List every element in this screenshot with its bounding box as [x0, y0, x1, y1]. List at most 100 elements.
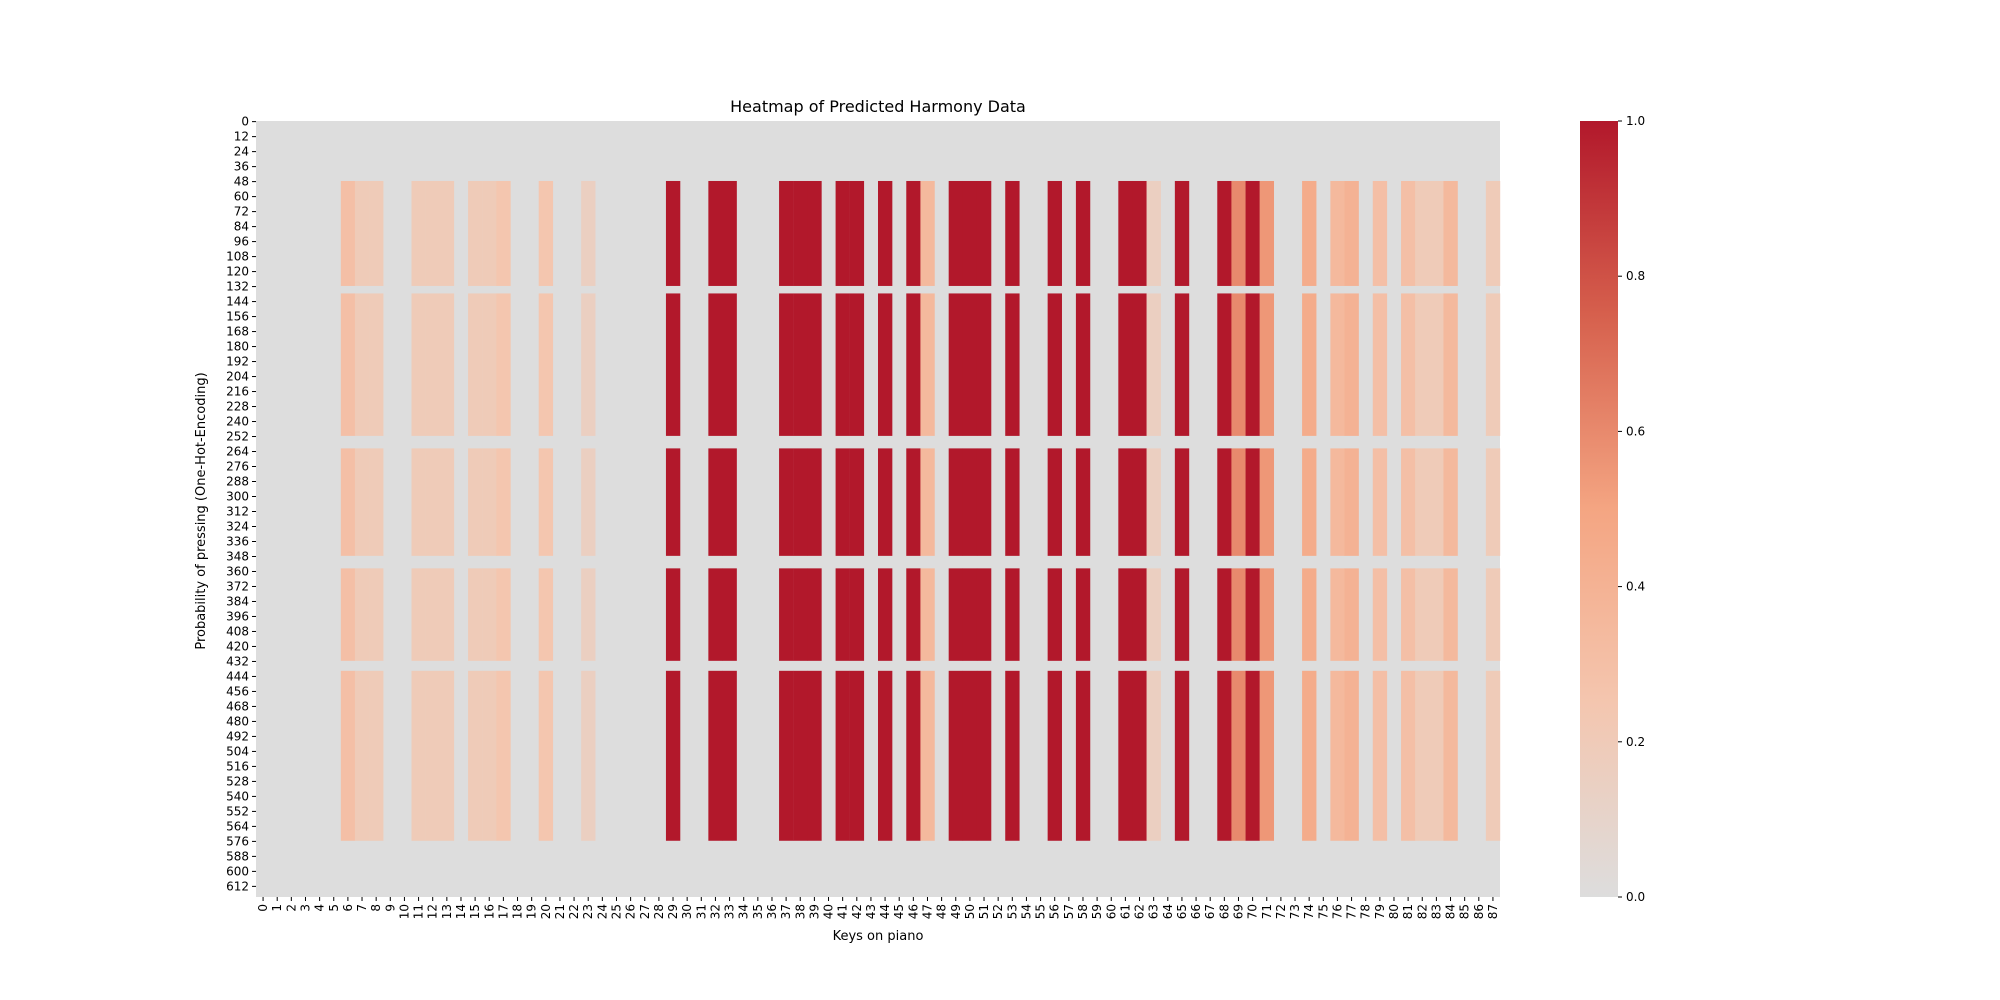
- heatmap-cell-band: [1344, 180, 1359, 286]
- heatmap-cell-band: [482, 670, 497, 841]
- x-tick-label: 42: [850, 904, 864, 919]
- heatmap-cell-band: [1047, 568, 1062, 661]
- x-tick-label: 77: [1345, 904, 1359, 919]
- heatmap-cell-band: [779, 670, 794, 841]
- heatmap-cell-band: [581, 180, 596, 286]
- y-tick-label: 36: [234, 160, 249, 174]
- x-tick-label: 22: [567, 904, 581, 919]
- heatmap-cell-band: [1372, 180, 1388, 286]
- heatmap-cell-band: [708, 568, 723, 661]
- y-tick-label: 312: [226, 504, 249, 518]
- heatmap-cell-band: [1302, 448, 1317, 556]
- heatmap-cell-band: [793, 448, 808, 556]
- y-tick-label: 108: [226, 250, 249, 264]
- heatmap-cell-band: [1302, 180, 1317, 286]
- y-tick-label: 552: [226, 804, 249, 818]
- x-tick-label: 20: [539, 904, 553, 919]
- x-tick-label: 1: [270, 904, 284, 912]
- heatmap-cell-band: [439, 293, 455, 436]
- heatmap-cell-band: [779, 293, 794, 436]
- y-tick-label: 540: [226, 789, 249, 803]
- x-tick-label: 10: [397, 904, 411, 919]
- x-tick-label: 15: [468, 904, 482, 919]
- x-tick-label: 13: [440, 904, 454, 919]
- x-tick-label: 53: [1005, 904, 1019, 919]
- heatmap-cell-band: [581, 293, 596, 436]
- heatmap-cell-band: [722, 180, 737, 286]
- x-tick-label: 60: [1104, 904, 1118, 919]
- heatmap-cell-band: [468, 293, 483, 436]
- heatmap-cell-band: [878, 448, 893, 556]
- heatmap-cell-band: [425, 670, 440, 841]
- x-tick-label: 59: [1090, 904, 1104, 919]
- heatmap-cell-band: [1075, 670, 1091, 841]
- heatmap-cell-band: [468, 448, 483, 556]
- y-tick-label: 408: [226, 624, 249, 638]
- heatmap-cell-band: [878, 293, 893, 436]
- heatmap-cell-band: [906, 670, 921, 841]
- x-tick-label: 78: [1359, 904, 1373, 919]
- x-tick-label: 43: [864, 904, 878, 919]
- y-tick-label: 240: [226, 415, 249, 429]
- y-tick-label: 600: [226, 864, 249, 878]
- heatmap-cell-band: [1330, 670, 1345, 841]
- heatmap-cell-band: [1302, 293, 1317, 436]
- heatmap-cell-band: [482, 568, 497, 661]
- heatmap-cell-band: [1330, 293, 1345, 436]
- heatmap-cell-band: [948, 293, 964, 436]
- x-tick-label: 36: [765, 904, 779, 919]
- heatmap-cell-band: [425, 568, 440, 661]
- x-tick-label: 23: [581, 904, 595, 919]
- heatmap-cell-band: [976, 180, 992, 286]
- heatmap-cell-band: [369, 448, 384, 556]
- heatmap-cell-band: [1118, 293, 1133, 436]
- heatmap-cell-band: [849, 180, 865, 286]
- heatmap-cell-band: [779, 568, 794, 661]
- x-tick-label: 14: [454, 904, 468, 919]
- heatmap-cell-band: [1146, 448, 1161, 556]
- x-tick-label: 50: [963, 904, 977, 919]
- heatmap-cell-band: [920, 180, 935, 286]
- colorbar-tick-label: 0.4: [1626, 580, 1645, 594]
- y-tick-label: 84: [234, 220, 249, 234]
- heatmap-cell-band: [1344, 670, 1359, 841]
- heatmap-cell-band: [1118, 568, 1133, 661]
- x-tick-label: 39: [807, 904, 821, 919]
- heatmap-cell-band: [807, 568, 822, 661]
- heatmap-cell-band: [807, 670, 822, 841]
- heatmap-cell-band: [425, 448, 440, 556]
- heatmap-cell-band: [835, 670, 850, 841]
- colorbar-tick-label: 0.6: [1626, 424, 1645, 438]
- y-tick-label: 0: [241, 115, 249, 129]
- x-tick-label: 12: [426, 904, 440, 919]
- x-tick-label: 30: [680, 904, 694, 919]
- heatmap-cell-band: [482, 293, 497, 436]
- heatmap-cell-band: [708, 448, 723, 556]
- heatmap-cell-band: [369, 180, 384, 286]
- x-tick-label: 17: [496, 904, 510, 919]
- x-tick-label: 69: [1231, 904, 1245, 919]
- y-tick-label: 288: [226, 475, 249, 489]
- heatmap-cell-band: [1485, 670, 1501, 841]
- y-tick-label: 432: [226, 654, 249, 668]
- x-tick-label: 40: [822, 904, 836, 919]
- x-tick-label: 68: [1217, 904, 1231, 919]
- heatmap-cell-band: [369, 568, 384, 661]
- heatmap-cell-band: [920, 568, 935, 661]
- x-tick-label: 81: [1401, 904, 1415, 919]
- heatmap-cell-band: [1231, 670, 1246, 841]
- heatmap-cell-band: [1443, 448, 1458, 556]
- heatmap-cell-band: [1344, 293, 1359, 436]
- heatmap-cell-band: [962, 670, 978, 841]
- heatmap-cell-band: [1302, 568, 1317, 661]
- x-tick-label: 71: [1260, 904, 1274, 919]
- y-tick-label: 132: [226, 280, 249, 294]
- heatmap-cell-band: [948, 670, 964, 841]
- heatmap-cell-band: [1005, 293, 1020, 436]
- heatmap-cell-band: [976, 448, 992, 556]
- colorbar-tick-label: 0.8: [1626, 269, 1645, 283]
- x-axis-ticks: 0 1 2 3 4 5 6 7 8 9 10 11 12 13 14 15 16 17 18 19 20 21 22 23 24…: [256, 897, 1500, 919]
- heatmap-cell-band: [1217, 180, 1232, 286]
- y-tick-label: 528: [226, 774, 249, 788]
- x-tick-label: 52: [991, 904, 1005, 919]
